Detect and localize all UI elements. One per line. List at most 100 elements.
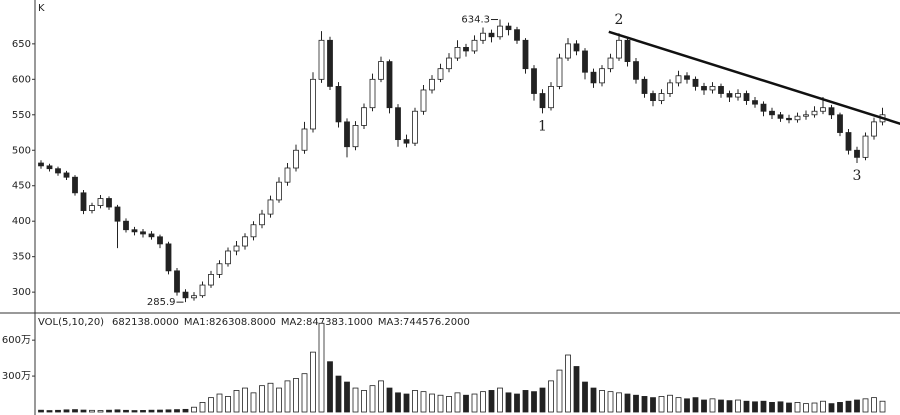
- volume-bar: [692, 397, 699, 413]
- volume-bar: [820, 400, 826, 413]
- volume-bar: [760, 400, 767, 413]
- volume-bar: [199, 402, 206, 413]
- volume-bar: [871, 397, 877, 413]
- candle-body: [726, 93, 733, 98]
- volume-bar: [752, 401, 758, 413]
- candle-body: [811, 110, 818, 116]
- y-tick-label: 350: [12, 252, 31, 263]
- candle-body: [131, 229, 138, 233]
- volume-bar: [726, 400, 733, 413]
- candle-body: [701, 86, 707, 91]
- candle-body: [531, 68, 537, 94]
- volume-bar: [845, 400, 852, 413]
- candle-body: [97, 198, 104, 206]
- candle-body: [565, 43, 571, 59]
- volume-bar: [233, 390, 240, 413]
- candle-body: [760, 103, 767, 112]
- candle-body: [667, 82, 673, 94]
- candle-body: [650, 93, 656, 102]
- volume-bar: [548, 380, 554, 413]
- volume-bar: [72, 409, 78, 413]
- candle-body: [794, 115, 801, 121]
- candle-body: [828, 107, 835, 116]
- volume-indicator: 682138.0000: [112, 317, 179, 328]
- volume-bar: [361, 390, 367, 413]
- volume-bar: [165, 409, 172, 413]
- candle-body: [301, 128, 308, 151]
- extreme-label: 285.9: [147, 297, 176, 308]
- candle-body: [522, 39, 529, 70]
- candle-body: [174, 270, 180, 293]
- candle-body: [463, 47, 469, 52]
- candle-body: [259, 213, 265, 226]
- candle-body: [242, 236, 248, 247]
- candle-body: [361, 107, 367, 126]
- candle-body: [590, 71, 597, 84]
- candle-body: [786, 117, 792, 121]
- candle-body: [573, 43, 580, 52]
- candle-body: [386, 61, 393, 109]
- volume-bar: [522, 390, 529, 413]
- y-tick-label: 600万: [2, 335, 31, 346]
- volume-bar: [123, 409, 129, 413]
- volume-bar: [735, 399, 741, 413]
- candle-body: [854, 149, 860, 158]
- volume-bar: [862, 398, 869, 413]
- volume-bar: [497, 387, 503, 413]
- volume-bar: [412, 390, 418, 413]
- candle-body: [276, 181, 282, 201]
- volume-bar: [743, 400, 750, 413]
- volume-bar: [38, 409, 44, 413]
- volume-bar: [429, 393, 435, 413]
- volume-bar: [539, 387, 546, 413]
- volume-bar: [641, 396, 648, 413]
- candle-body: [157, 236, 163, 245]
- candle-body: [199, 284, 206, 297]
- volume-bar: [573, 366, 580, 413]
- volume-bar: [182, 408, 189, 413]
- volume-bar: [208, 397, 214, 413]
- extreme-label: 634.3: [461, 15, 490, 26]
- volume-bar: [514, 393, 520, 413]
- candle-body: [378, 61, 384, 80]
- volume-bar: [174, 409, 180, 413]
- candle-body: [505, 25, 512, 31]
- candle-body: [80, 192, 87, 211]
- candle-body: [250, 224, 257, 238]
- y-tick-label: 650: [12, 39, 31, 50]
- volume-bar: [131, 410, 138, 413]
- candle-body: [267, 199, 274, 215]
- volume-bar: [854, 399, 860, 413]
- volume-bar: [55, 409, 61, 413]
- volume-bar: [769, 402, 775, 413]
- candle-body: [412, 110, 418, 144]
- volume-bar: [216, 393, 223, 413]
- volume-bar: [599, 390, 605, 413]
- candle-body: [208, 274, 214, 286]
- volume-bar: [505, 392, 512, 413]
- candle-body: [38, 162, 44, 167]
- volume-bar: [718, 399, 724, 413]
- volume-bar: [89, 409, 95, 413]
- volume-indicator: MA3:744576.2000: [378, 317, 470, 328]
- volume-bar: [140, 410, 146, 413]
- y-tick-label: 400: [12, 216, 31, 227]
- candle-body: [293, 149, 299, 169]
- volume-bar: [301, 373, 308, 413]
- candle-body: [446, 57, 452, 70]
- candle-body: [335, 86, 342, 123]
- volume-bar: [650, 397, 656, 413]
- candle-body: [395, 107, 401, 141]
- candle-body: [318, 39, 325, 80]
- volume-bar: [786, 402, 792, 413]
- volume-bar: [480, 391, 486, 413]
- candle-body: [497, 25, 503, 38]
- volume-bar: [395, 392, 401, 413]
- y-tick-label: 550: [12, 110, 31, 121]
- candle-body: [310, 78, 316, 130]
- candle-body: [225, 250, 231, 265]
- volume-bar: [437, 394, 444, 413]
- candle-body: [684, 75, 690, 80]
- volume-bar: [369, 385, 376, 413]
- volume-bar: [667, 394, 673, 413]
